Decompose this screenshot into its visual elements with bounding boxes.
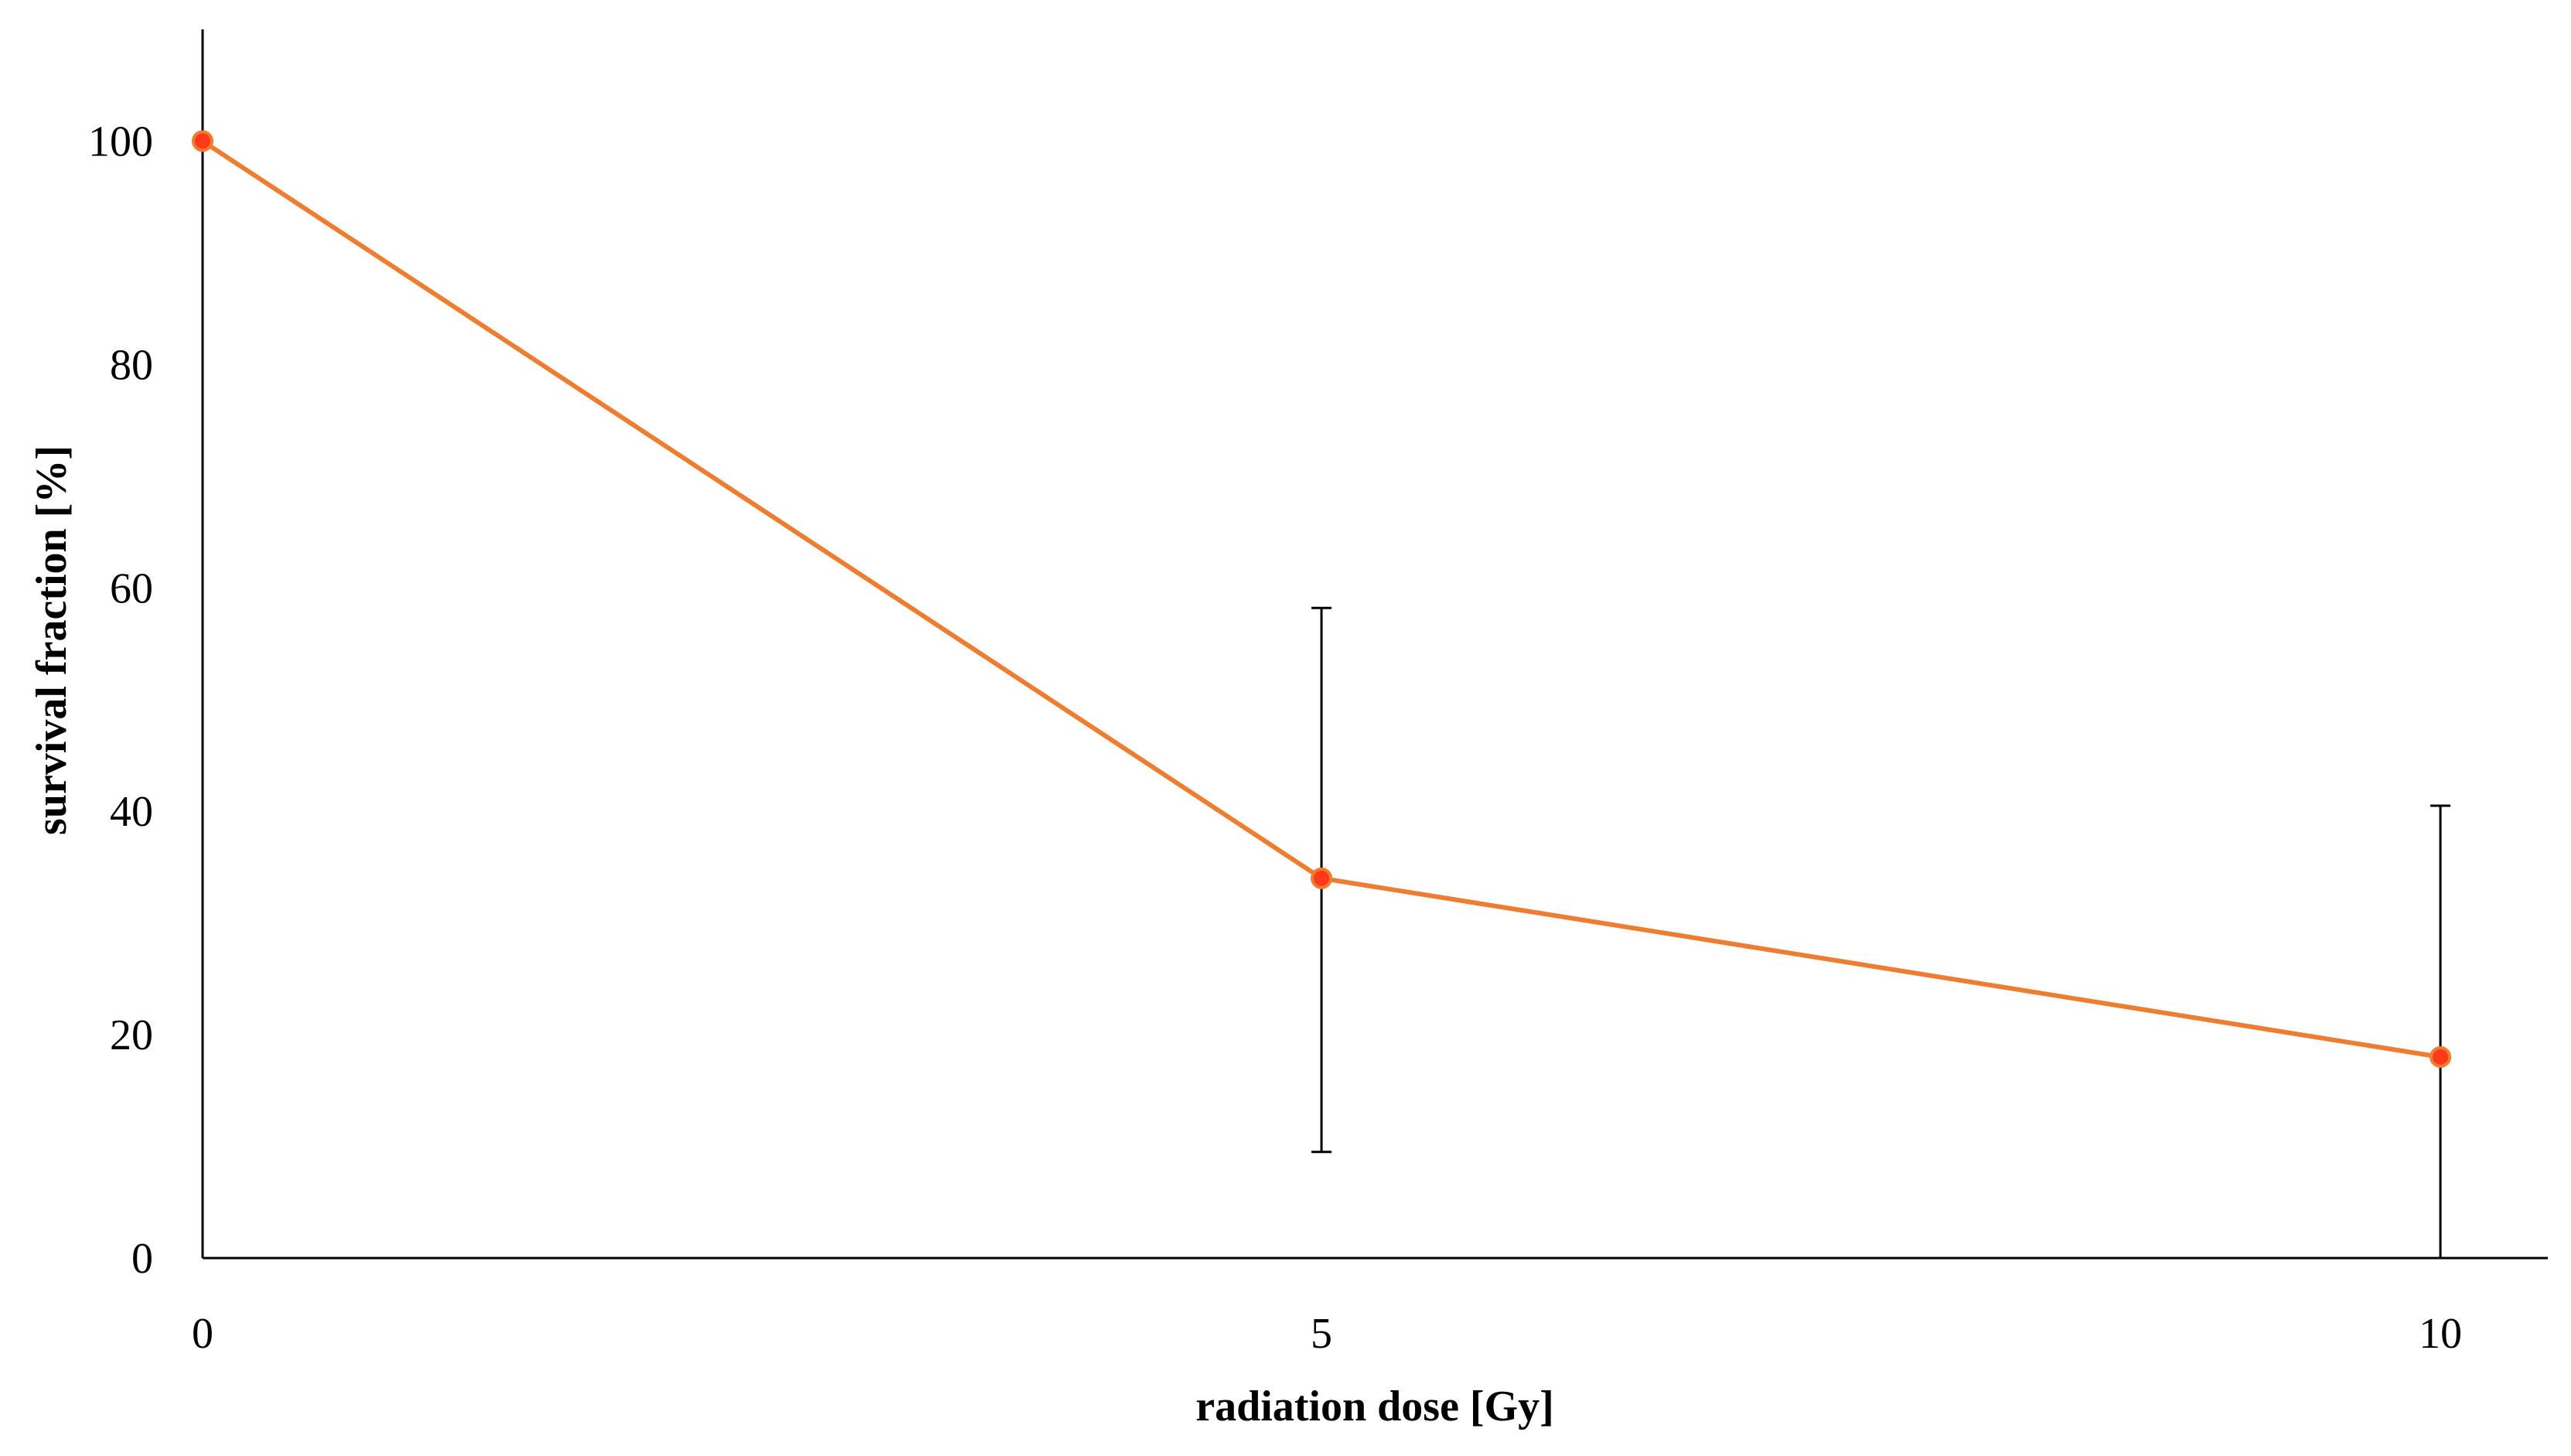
x-tick-label: 5 (1311, 1310, 1332, 1358)
y-tick-label: 20 (110, 1011, 153, 1059)
y-tick-label: 80 (110, 341, 153, 389)
y-tick-label: 100 (88, 118, 153, 165)
y-tick-label: 0 (131, 1235, 153, 1283)
x-tick-label: 10 (2419, 1310, 2462, 1358)
data-series (192, 130, 2452, 1068)
y-axis-title: survival fraction [%] (28, 445, 76, 835)
axes (201, 29, 2548, 1260)
x-tick-label: 0 (192, 1310, 213, 1358)
data-point (192, 130, 213, 152)
y-tick-label: 60 (110, 564, 153, 612)
x-tick-labels: 0 5 10 (192, 1310, 2462, 1358)
y-tick-labels: 0 20 40 60 80 100 (88, 118, 153, 1283)
error-bars (1311, 606, 2451, 1258)
data-point (1311, 867, 1333, 889)
x-axis-title: radiation dose [Gy] (1195, 1383, 1554, 1430)
y-tick-label: 40 (110, 788, 153, 836)
data-point (2429, 1045, 2452, 1068)
